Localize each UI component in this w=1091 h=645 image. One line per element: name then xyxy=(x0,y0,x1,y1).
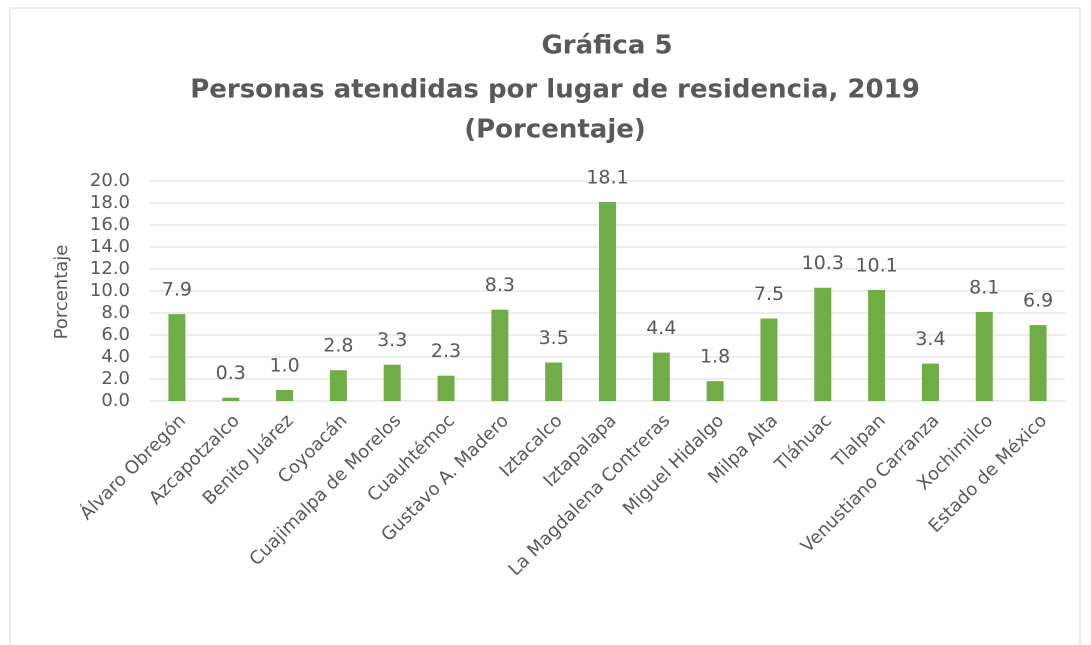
bar xyxy=(545,362,563,401)
bar xyxy=(652,352,670,401)
data-label: 3.4 xyxy=(915,328,945,350)
data-label: 3.3 xyxy=(377,329,407,351)
data-label: 1.0 xyxy=(269,355,299,377)
data-label: 2.3 xyxy=(431,340,461,362)
y-tick-label: 16.0 xyxy=(90,214,130,235)
bar xyxy=(706,381,724,401)
data-label: 1.8 xyxy=(700,346,730,368)
data-label: 10.3 xyxy=(802,252,844,274)
bar xyxy=(921,363,939,401)
data-label: 0.3 xyxy=(216,362,246,384)
bar xyxy=(222,397,240,401)
chart-title: Personas atendidas por lugar de residenc… xyxy=(190,75,920,105)
bar xyxy=(329,370,347,401)
bar xyxy=(276,390,294,401)
bar xyxy=(760,318,778,401)
data-label: 8.1 xyxy=(969,276,999,298)
data-label: 7.5 xyxy=(754,283,784,305)
y-tick-label: 0.0 xyxy=(101,390,130,411)
y-tick-label: 8.0 xyxy=(101,302,130,323)
bar xyxy=(383,364,401,401)
data-label: 6.9 xyxy=(1023,290,1053,312)
bar xyxy=(599,201,616,401)
y-tick-label: 14.0 xyxy=(90,236,130,257)
y-tick-label: 10.0 xyxy=(90,280,130,301)
y-tick-label: 2.0 xyxy=(101,368,130,389)
data-label: 2.8 xyxy=(323,335,353,357)
chart-border xyxy=(9,7,1081,645)
y-tick-label: 6.0 xyxy=(101,324,130,345)
data-label: 10.1 xyxy=(855,254,897,276)
bar xyxy=(868,289,886,401)
y-tick-label: 20.0 xyxy=(90,170,130,191)
data-label: 7.9 xyxy=(162,279,192,301)
data-label: 18.1 xyxy=(586,166,628,188)
bar xyxy=(168,314,186,401)
x-tick-label: Tláhuac xyxy=(770,410,836,476)
bar xyxy=(975,311,993,401)
bar xyxy=(1029,325,1047,401)
data-label: 8.3 xyxy=(485,274,515,296)
y-tick-label: 4.0 xyxy=(101,346,130,367)
y-tick-label: 18.0 xyxy=(90,192,130,213)
bar xyxy=(491,309,509,401)
bar xyxy=(437,375,455,401)
y-tick-label: 12.0 xyxy=(90,258,130,279)
data-label: 3.5 xyxy=(539,327,569,349)
y-axis-label: Porcentaje xyxy=(51,245,72,340)
chart-title: Gráfica 5 xyxy=(541,31,672,61)
chart-title: (Porcentaje) xyxy=(464,115,646,145)
data-label: 4.4 xyxy=(646,317,676,339)
bar xyxy=(814,287,832,401)
